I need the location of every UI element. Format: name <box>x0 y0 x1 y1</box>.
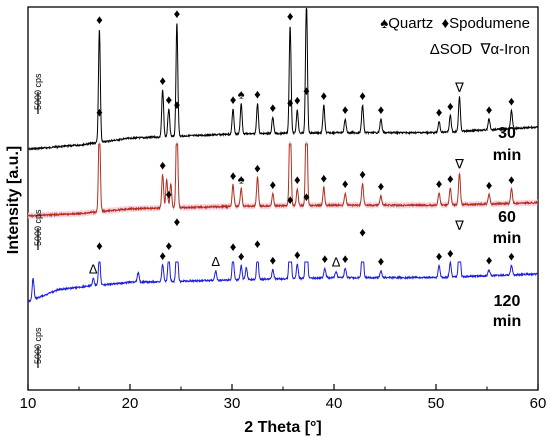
scale-bar-label: 5000 cps <box>33 327 43 364</box>
marker-diamond-59: ♦ <box>447 246 454 261</box>
fills-layer <box>28 141 538 220</box>
marker-triangle-up-40: Δ <box>89 261 98 276</box>
x-tick-label-30: 30 <box>224 395 241 412</box>
marker-triangle-up-54: Δ <box>332 255 341 270</box>
markers-layer: ♦♦♦♦♦♠♦♦♦♦♦♦♦♦♦♦♦∇♦♦♦♦♦♦♦♠♦♦♦♦♦♦♦♦♦♦♦∇♦♦… <box>89 0 515 276</box>
marker-diamond-8: ♦ <box>287 9 294 24</box>
marker-diamond-3: ♦ <box>174 6 181 21</box>
marker-diamond-23: ♦ <box>174 97 181 112</box>
marker-diamond-16: ♦ <box>447 98 454 113</box>
series-line-120-min <box>27 260 538 303</box>
marker-diamond-55: ♦ <box>342 251 349 266</box>
marker-diamond-12: ♦ <box>342 102 349 117</box>
marker-spade-5: ♠ <box>238 87 245 102</box>
x-tick-label-10: 10 <box>20 395 37 412</box>
marker-triangle-down-37: ∇ <box>454 156 464 171</box>
marker-diamond-48: ♦ <box>254 236 261 251</box>
marker-triangle-down-17: ∇ <box>454 80 464 95</box>
scale-bar-label: 5000 cps <box>33 209 43 246</box>
marker-diamond-21: ♦ <box>159 157 166 172</box>
marker-diamond-20: ♦ <box>96 105 103 120</box>
marker-diamond-10: ♦ <box>303 0 310 1</box>
marker-diamond-53: ♦ <box>321 251 328 266</box>
marker-diamond-7: ♦ <box>269 100 276 115</box>
ticks-layer: 10 20 30 40 50 60 <box>20 384 547 412</box>
marker-diamond-24: ♦ <box>230 168 237 183</box>
marker-diamond-58: ♦ <box>436 249 443 264</box>
marker-diamond-13: ♦ <box>359 88 366 103</box>
marker-spade-25: ♠ <box>238 171 245 186</box>
x-tick-label-60: 60 <box>530 395 547 412</box>
marker-diamond-1: ♦ <box>159 73 166 88</box>
marker-diamond-26: ♦ <box>254 160 261 175</box>
marker-triangle-up-45: Δ <box>211 254 220 269</box>
x-tick-label-40: 40 <box>326 395 343 412</box>
marker-diamond-36: ♦ <box>447 171 454 186</box>
marker-diamond-38: ♦ <box>486 177 493 192</box>
x-tick-label-20: 20 <box>122 395 139 412</box>
scalebars-layer: 5000 cps 5000 cps 5000 cps <box>33 73 43 368</box>
marker-diamond-2: ♦ <box>165 92 172 107</box>
y-axis-title: Intensity [a.u.] <box>5 146 22 254</box>
marker-diamond-29: ♦ <box>294 172 301 187</box>
series-label-60-min: 60 <box>498 209 516 226</box>
marker-diamond-28: ♦ <box>287 95 294 110</box>
series-label-120-min: 120 <box>494 293 521 310</box>
marker-diamond-44: ♦ <box>174 214 181 229</box>
series-label-30-min: 30 <box>498 125 516 142</box>
series-label-60-min-unit: min <box>493 230 521 247</box>
marker-diamond-62: ♦ <box>508 248 515 263</box>
series-fill-1 <box>28 141 538 220</box>
legend-spodumene: ♦Spodumene <box>441 15 530 32</box>
marker-diamond-9: ♦ <box>294 93 301 108</box>
legend-alpha-iron: ∇α-Iron <box>479 41 530 58</box>
marker-diamond-19: ♦ <box>508 94 515 109</box>
marker-diamond-0: ♦ <box>96 12 103 27</box>
marker-diamond-57: ♦ <box>378 253 385 268</box>
legend-line-1: ♠Quartz ♦Spodumene <box>380 15 530 32</box>
marker-diamond-14: ♦ <box>378 102 385 117</box>
marker-diamond-50: ♦ <box>287 192 294 207</box>
scale-bar-label: 5000 cps <box>33 73 43 110</box>
marker-diamond-43: ♦ <box>165 238 172 253</box>
marker-diamond-61: ♦ <box>486 253 493 268</box>
marker-diamond-35: ♦ <box>436 176 443 191</box>
marker-diamond-34: ♦ <box>378 179 385 194</box>
marker-diamond-22: ♦ <box>165 186 172 201</box>
marker-triangle-down-60: ∇ <box>454 218 464 233</box>
marker-diamond-42: ♦ <box>159 248 166 263</box>
legend-line-2: ΔSOD ∇α-Iron <box>430 41 530 58</box>
marker-diamond-6: ♦ <box>254 86 261 101</box>
marker-diamond-56: ♦ <box>359 225 366 240</box>
series-label-30-min-unit: min <box>493 147 521 164</box>
series-line-60-min <box>27 143 538 219</box>
marker-diamond-15: ♦ <box>436 105 443 120</box>
marker-diamond-46: ♦ <box>230 239 237 254</box>
marker-diamond-51: ♦ <box>294 247 301 262</box>
legend-sod: ΔSOD <box>430 41 473 58</box>
marker-diamond-18: ♦ <box>486 102 493 117</box>
marker-diamond-52: ♦ <box>303 189 310 204</box>
series-line-30-min <box>27 7 539 152</box>
legend-quartz: ♠Quartz <box>380 15 433 32</box>
marker-diamond-31: ♦ <box>320 170 327 185</box>
marker-diamond-41: ♦ <box>96 238 103 253</box>
series-label-120-min-unit: min <box>493 313 521 330</box>
lines-layer <box>27 7 539 303</box>
marker-diamond-39: ♦ <box>508 172 515 187</box>
legend: ♠Quartz ♦Spodumene ΔSOD ∇α-Iron <box>380 15 530 58</box>
marker-diamond-11: ♦ <box>320 88 327 103</box>
x-axis-title: 2 Theta [°] <box>244 419 322 436</box>
x-tick-label-50: 50 <box>428 395 445 412</box>
marker-diamond-49: ♦ <box>269 252 276 267</box>
labels-layer: 30 min 60 min 120 min <box>493 125 521 330</box>
marker-diamond-27: ♦ <box>269 177 276 192</box>
marker-diamond-33: ♦ <box>359 167 366 182</box>
marker-diamond-4: ♦ <box>230 92 237 107</box>
marker-diamond-47: ♦ <box>238 248 245 263</box>
marker-diamond-30: ♦ <box>303 83 310 98</box>
marker-diamond-32: ♦ <box>342 176 349 191</box>
